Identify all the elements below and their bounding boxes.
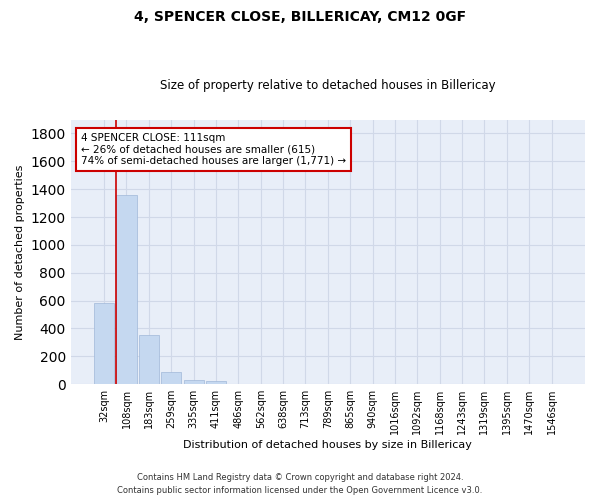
Bar (206, 382, 226, 384)
Bar (139, 335, 159, 384)
Title: Size of property relative to detached houses in Billericay: Size of property relative to detached ho… (160, 79, 496, 92)
Bar (116, 196, 137, 384)
Y-axis label: Number of detached properties: Number of detached properties (15, 164, 25, 340)
Text: 4 SPENCER CLOSE: 111sqm
← 26% of detached houses are smaller (615)
74% of semi-d: 4 SPENCER CLOSE: 111sqm ← 26% of detache… (81, 133, 346, 166)
Bar (94, 304, 114, 384)
Text: 4, SPENCER CLOSE, BILLERICAY, CM12 0GF: 4, SPENCER CLOSE, BILLERICAY, CM12 0GF (134, 10, 466, 24)
Text: Contains HM Land Registry data © Crown copyright and database right 2024.
Contai: Contains HM Land Registry data © Crown c… (118, 474, 482, 495)
Bar (161, 372, 181, 384)
X-axis label: Distribution of detached houses by size in Billericay: Distribution of detached houses by size … (184, 440, 472, 450)
Bar (184, 380, 203, 384)
